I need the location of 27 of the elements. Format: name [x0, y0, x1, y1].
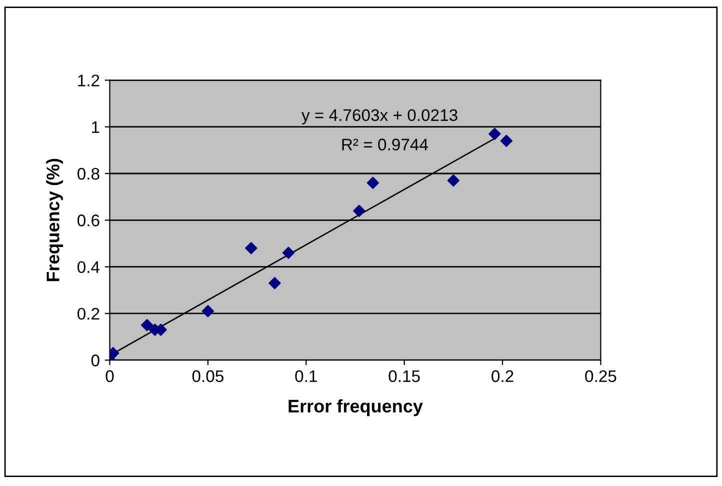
point	[268, 277, 281, 290]
y-tick-label: 0.2	[78, 308, 100, 320]
x-axis-title: Error frequency	[288, 399, 423, 416]
x-tick-label: 0.15	[388, 370, 420, 382]
point	[447, 174, 460, 187]
x-tick-label: 0.2	[492, 370, 514, 382]
point	[366, 176, 379, 189]
point	[500, 134, 513, 147]
x-tick-label: 0.1	[295, 370, 317, 382]
x-tick-label: 0	[106, 370, 114, 382]
point	[353, 204, 366, 217]
point	[202, 305, 214, 318]
point	[140, 319, 154, 332]
x-tick-label: 0.05	[192, 370, 224, 382]
point	[282, 246, 295, 259]
y-tick-label: 0.6	[78, 214, 100, 226]
annotation: y = 4.7603x + 0.0213	[302, 109, 458, 124]
y-axis-title: Frequency (%)	[46, 158, 63, 282]
y-tick-label: 0	[91, 354, 100, 366]
point	[488, 128, 501, 140]
y-tick-label: 1.2	[78, 74, 100, 86]
y-tick-label: 0.4	[78, 261, 100, 274]
y-tick-label: 0.8	[78, 168, 100, 180]
point	[245, 242, 258, 254]
annotation: R² = 0.9744	[342, 138, 428, 150]
y-tick-label: 1	[92, 121, 100, 133]
x-tick-label: 0.25	[585, 370, 616, 382]
